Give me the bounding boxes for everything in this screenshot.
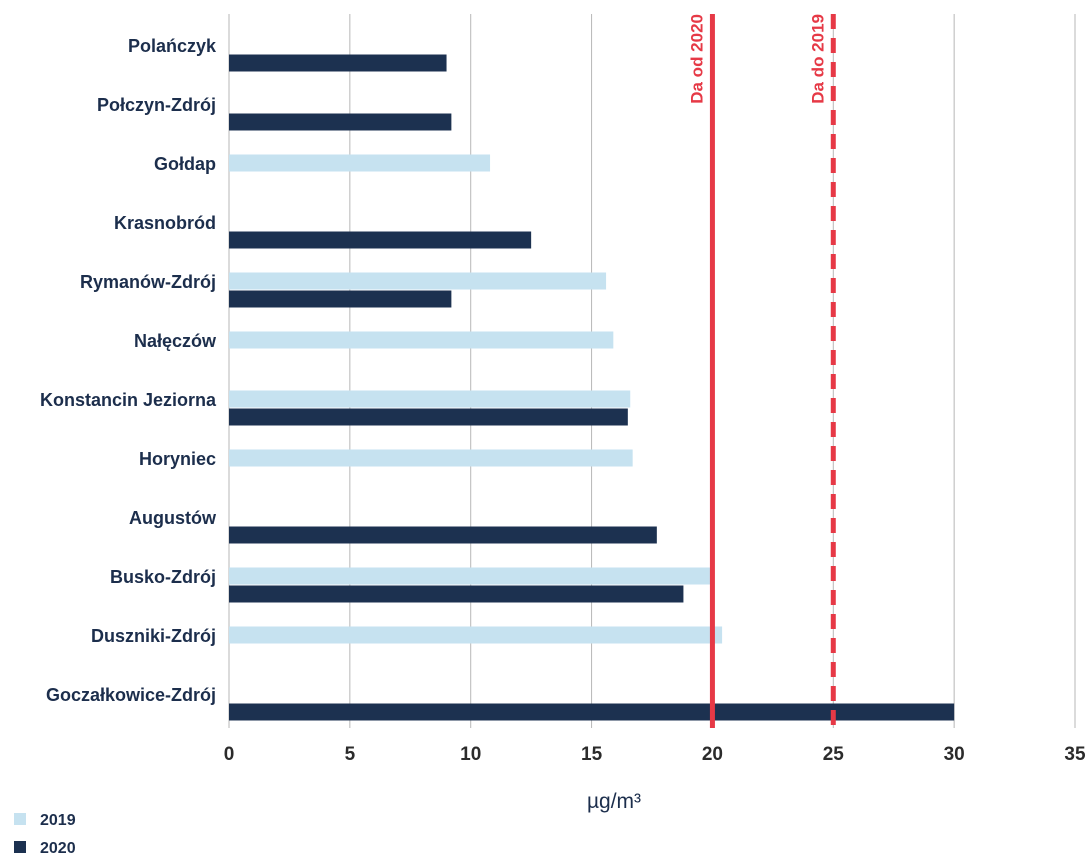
category-label: Augustów [129,508,217,528]
bar-2019 [229,567,711,585]
bar-2019 [229,331,614,349]
bar-2020 [229,54,447,72]
bar-2020 [229,703,955,721]
category-label: Duszniki-Zdrój [91,626,216,646]
category-label: Goczałkowice-Zdrój [46,685,216,705]
category-label: Gołdap [154,154,216,174]
legend-swatch [14,813,26,825]
bar-2019 [229,449,633,467]
legend-label: 2019 [40,812,76,829]
legend-label: 2020 [40,840,76,857]
category-label: Rymanów-Zdrój [80,272,216,292]
category-labels: Polańczyk Połczyn-Zdrój Gołdap Krasnobród Ry… [40,36,217,705]
bar-2019 [229,390,631,408]
x-tick-label: 30 [944,744,965,765]
x-tick-label: 0 [224,744,235,765]
x-tick-label: 10 [460,744,481,765]
bar-2020 [229,585,684,603]
x-tick-labels: 0 5 10 15 20 25 30 35 [224,744,1086,765]
category-label: Horyniec [139,449,216,469]
bar-2020 [229,526,657,544]
reference-line-label: Da od 2020 [687,14,706,104]
x-tick-label: 25 [823,744,845,765]
x-tick-label: 20 [702,744,723,765]
category-label: Konstancin Jeziorna [40,390,217,410]
category-label: Krasnobród [114,213,216,233]
x-tick-label: 15 [581,744,603,765]
bar-2020 [229,290,452,308]
bar-2020 [229,408,628,426]
bar-2020 [229,113,452,131]
bar-2019 [229,154,491,172]
legend-swatch [14,841,26,853]
category-label: Nałęczów [134,331,217,351]
bar-2020 [229,231,532,249]
reference-line-label: Da do 2019 [808,14,827,104]
bar-2019 [229,626,723,644]
x-tick-label: 35 [1064,744,1086,765]
bar-2019 [229,272,607,290]
reference-lines: Da od 2020 Da do 2019 [687,14,836,728]
x-tick-label: 5 [345,744,356,765]
category-label: Połczyn-Zdrój [97,95,216,115]
category-label: Polańczyk [128,36,217,56]
x-axis-title: µg/m³ [587,790,641,813]
bars [229,54,955,721]
category-label: Busko-Zdrój [110,567,216,587]
legend: 2019 2020 [14,812,76,857]
